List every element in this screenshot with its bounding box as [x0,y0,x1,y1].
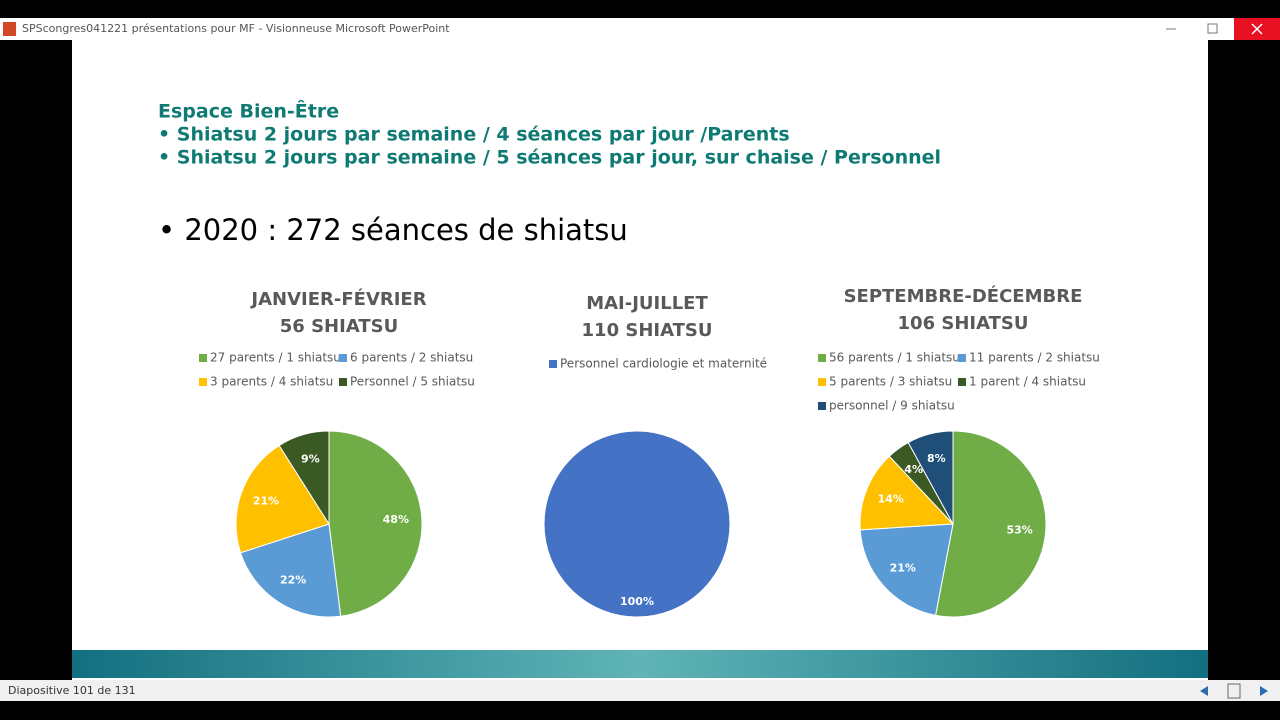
data-label: 4% [904,463,923,476]
legend-swatch [818,402,826,410]
legend-swatch [549,360,557,368]
legend-swatch [199,354,207,362]
pie-slice [235,444,330,554]
status-bar [0,680,1280,701]
legend-label: 3 parents / 4 shiatsu [210,375,333,389]
data-label: 14% [878,492,904,505]
pie-title: MAI-JUILLET [586,293,708,314]
pie-title: SEPTEMBRE-DÉCEMBRE [844,285,1083,307]
pie-subtitle: 110 SHIATSU [582,320,713,341]
data-label: 100% [620,595,654,608]
data-label: 48% [383,513,409,526]
data-label: 21% [890,561,916,574]
legend-label: 5 parents / 3 shiatsu [829,375,952,389]
pie-subtitle: 106 SHIATSU [898,313,1029,334]
legend-swatch [339,378,347,386]
slide-heading: Espace Bien-Être [158,100,339,123]
pie-slice [543,430,731,618]
legend-swatch [199,378,207,386]
legend-swatch [818,378,826,386]
legend-label: 56 parents / 1 shiatsu [829,351,960,365]
pie-slice [859,523,954,616]
slide-bullet: • 2020 : 272 séances de shiatsu [158,213,628,247]
legend-label: Personnel cardiologie et maternité [560,357,767,371]
pie-slice [859,455,955,531]
close-icon [1251,23,1263,35]
window-title: SPScongres041221 présentations pour MF -… [22,22,450,35]
prev-button[interactable] [1200,686,1208,696]
data-label: 22% [280,574,306,587]
legend-swatch [958,354,966,362]
legend-label: 27 parents / 1 shiatsu [210,351,341,365]
pie-subtitle: 56 SHIATSU [280,316,398,337]
data-label: 21% [253,494,279,507]
slide-line: • Shiatsu 2 jours par semaine / 4 séance… [158,124,790,146]
legend-swatch [339,354,347,362]
legend-swatch [958,378,966,386]
pie-title: JANVIER-FÉVRIER [249,288,426,310]
next-button[interactable] [1260,686,1268,696]
title-bar [0,18,1280,40]
legend-label: 11 parents / 2 shiatsu [969,351,1100,365]
data-label: 8% [927,452,946,465]
legend-label: 6 parents / 2 shiatsu [350,351,473,365]
slide-line: • Shiatsu 2 jours par semaine / 5 séance… [158,147,941,169]
legend-label: personnel / 9 shiatsu [829,399,955,413]
footer-band [72,650,1208,678]
pie-slice [239,523,342,618]
pie-slice [907,430,954,525]
restore-button[interactable] [1207,23,1218,34]
pie-slice [934,430,1047,618]
app-icon [3,22,16,36]
status-text: Diapositive 101 de 131 [8,684,136,697]
pie-slice [278,430,330,526]
legend-swatch [818,354,826,362]
data-label: 9% [301,453,320,466]
data-label: 53% [1006,523,1032,536]
legend-label: Personnel / 5 shiatsu [350,375,475,389]
legend-label: 1 parent / 4 shiatsu [969,375,1086,389]
pie-slice [328,430,423,617]
menu-button[interactable] [1227,683,1241,699]
